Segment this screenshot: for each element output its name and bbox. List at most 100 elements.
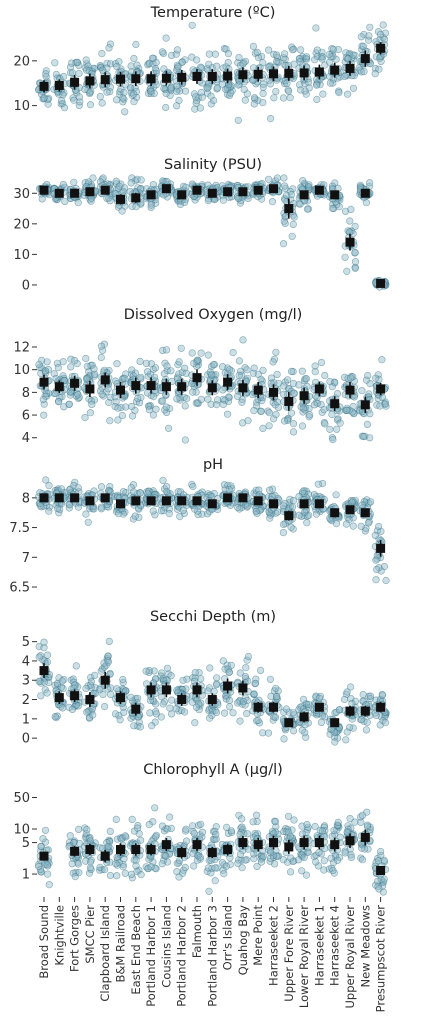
data-point xyxy=(295,381,303,389)
data-point xyxy=(285,87,293,95)
data-point xyxy=(321,371,329,380)
data-point xyxy=(74,391,82,399)
data-point xyxy=(127,870,136,879)
data-point xyxy=(51,712,59,721)
median-marker xyxy=(54,382,64,392)
median-marker xyxy=(39,666,49,676)
data-point xyxy=(193,56,201,64)
data-point xyxy=(35,862,43,871)
data-point xyxy=(37,692,45,700)
data-point xyxy=(381,719,390,727)
y-tick-label: 4 xyxy=(22,654,30,669)
data-point xyxy=(235,53,243,62)
data-point xyxy=(303,205,312,213)
data-point xyxy=(73,58,81,66)
data-point xyxy=(191,505,199,513)
data-point xyxy=(236,850,245,859)
median-marker xyxy=(192,685,202,695)
median-marker xyxy=(85,845,95,855)
x-tick-label: Fort Gorges xyxy=(68,905,82,972)
data-point xyxy=(213,62,221,70)
median-marker xyxy=(269,69,278,79)
data-point xyxy=(179,506,187,514)
data-point xyxy=(333,856,342,864)
data-point xyxy=(212,681,220,689)
data-point xyxy=(162,103,170,112)
median-marker xyxy=(314,384,324,394)
median-marker xyxy=(177,72,187,82)
median-marker xyxy=(85,695,95,705)
median-marker xyxy=(238,493,248,503)
data-point xyxy=(35,653,43,661)
median-marker xyxy=(330,508,340,518)
y-tick-label: 4 xyxy=(22,431,30,446)
data-point xyxy=(60,104,69,112)
panel-1: Temperature (ºC) 20 10 xyxy=(13,5,390,124)
data-point xyxy=(59,181,67,189)
data-point xyxy=(163,487,171,496)
data-point xyxy=(86,409,94,417)
median-marker xyxy=(345,706,355,716)
data-point xyxy=(145,406,153,414)
median-marker xyxy=(177,695,187,705)
data-point xyxy=(130,488,138,496)
data-point xyxy=(130,54,138,63)
data-point xyxy=(147,863,155,871)
data-point xyxy=(342,520,351,528)
data-point xyxy=(299,404,307,412)
data-point xyxy=(378,356,386,364)
median-marker xyxy=(192,840,202,850)
median-marker xyxy=(360,508,370,518)
data-point xyxy=(166,704,174,712)
data-point xyxy=(267,114,275,123)
data-point xyxy=(106,40,115,48)
median-marker xyxy=(100,185,110,195)
data-point xyxy=(234,116,242,124)
data-point xyxy=(100,702,109,711)
data-point xyxy=(67,355,75,363)
data-point xyxy=(358,844,366,852)
x-tick-label: Portland Harbor 3 xyxy=(205,905,219,1007)
median-marker xyxy=(70,77,80,87)
data-point xyxy=(206,714,214,722)
median-marker xyxy=(269,499,278,509)
data-point xyxy=(119,488,127,496)
data-point xyxy=(213,674,221,682)
data-point xyxy=(43,861,51,869)
data-point xyxy=(127,693,135,701)
data-point xyxy=(303,382,311,391)
median-marker xyxy=(116,845,125,855)
median-marker xyxy=(207,848,217,858)
data-point xyxy=(273,174,282,182)
data-point xyxy=(181,87,190,95)
data-point xyxy=(225,65,233,73)
data-point xyxy=(82,375,91,383)
data-point xyxy=(266,486,274,494)
data-point xyxy=(58,677,66,685)
data-point xyxy=(366,410,374,418)
data-point xyxy=(250,407,258,415)
data-point xyxy=(363,821,372,829)
data-point xyxy=(320,406,328,414)
median-marker xyxy=(54,693,64,703)
data-point xyxy=(43,689,51,697)
data-point xyxy=(136,357,144,366)
median-marker xyxy=(146,190,156,200)
data-point xyxy=(112,177,120,185)
data-point xyxy=(191,668,199,677)
data-point xyxy=(176,512,184,521)
median-marker xyxy=(376,543,386,553)
y-tick-label: 0 xyxy=(22,278,30,293)
median-marker xyxy=(223,71,233,81)
data-point xyxy=(287,523,295,531)
data-point xyxy=(253,811,261,819)
x-tick-label: Lower Royal River xyxy=(297,905,311,1008)
data-point xyxy=(358,387,366,395)
data-point xyxy=(205,887,213,895)
data-point xyxy=(167,367,175,375)
data-point xyxy=(287,854,295,862)
y-tick-label: 20 xyxy=(13,217,30,232)
data-point xyxy=(194,356,202,364)
median-marker xyxy=(207,188,217,198)
data-point xyxy=(234,392,242,400)
